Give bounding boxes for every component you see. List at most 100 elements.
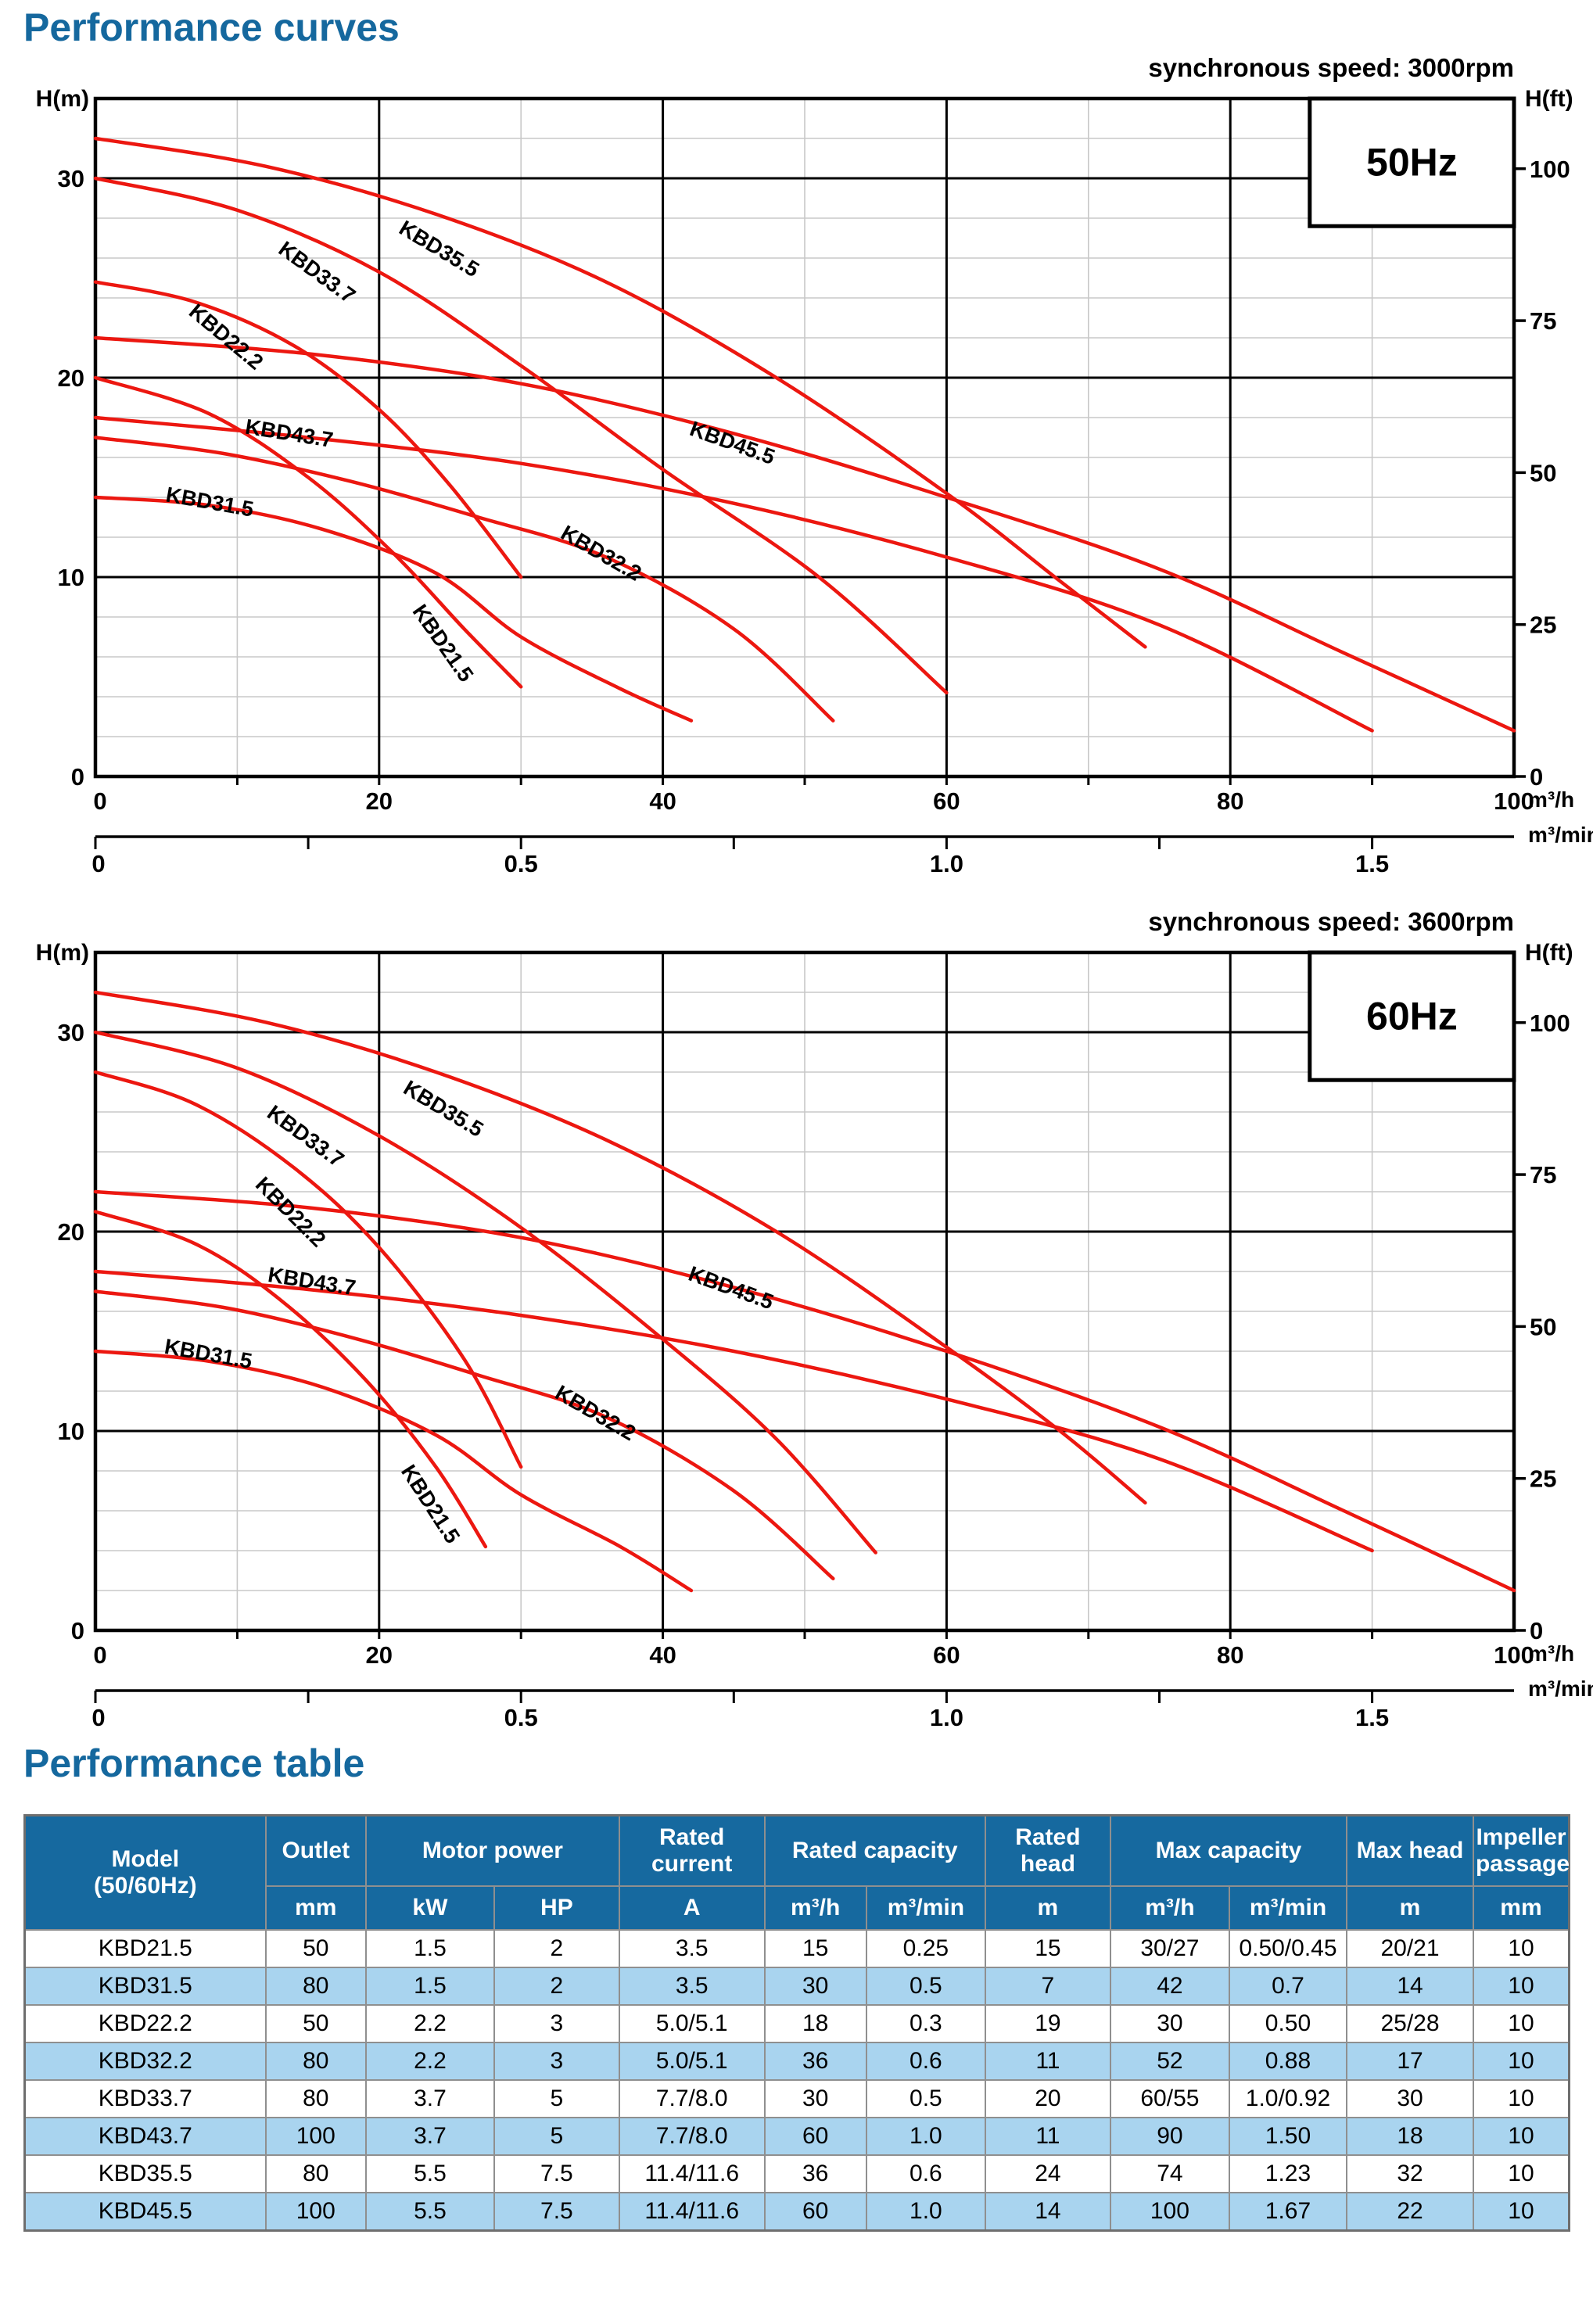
value-cell: 42: [1109, 1967, 1230, 2006]
x-tick-label: 0: [93, 787, 106, 815]
col-unit-header: A: [618, 1885, 766, 1931]
model-cell: KBD35.5: [23, 2154, 267, 2193]
x-tick-label: 80: [1217, 787, 1243, 815]
value-cell: 0.5: [865, 1967, 986, 2006]
model-cell: KBD32.2: [23, 2042, 267, 2081]
value-cell: 10: [1472, 2042, 1570, 2081]
value-cell: 10: [1472, 1967, 1570, 2006]
value-cell: 18: [763, 2004, 867, 2043]
value-cell: 1.0/0.92: [1228, 2079, 1348, 2118]
value-cell: 1.0: [865, 2117, 986, 2156]
value-cell: 17: [1346, 2042, 1474, 2081]
curve-KBD21.5: [93, 1210, 488, 1549]
chart-60hz: synchronous speed: 3600rpm 60Hz KBD35.5 KBD…: [0, 885, 1593, 1777]
value-cell: 3: [493, 2042, 620, 2081]
curve-label-KBD32.2: KBD32.2: [557, 520, 645, 585]
value-cell: 2.2: [364, 2042, 495, 2081]
value-cell: 5.0/5.1: [618, 2042, 766, 2081]
y-axis-label: H(m): [36, 86, 89, 112]
hz-badge-box: [1308, 950, 1516, 1082]
table-title: Performance table: [23, 1741, 365, 1785]
value-cell: 30: [1109, 2004, 1230, 2043]
value-cell: 80: [264, 2154, 367, 2193]
value-cell: 11: [984, 2042, 1111, 2081]
x-tick-label: 20: [366, 1641, 393, 1669]
value-cell: 5.0/5.1: [618, 2004, 766, 2043]
col-group-header: Rated head: [984, 1814, 1111, 1887]
table-row-KBD33.7: KBD33.7 80 3.7 5 7.7/8.0 30 0.5 20 60/55 1.0/0.92…: [23, 2079, 1570, 2118]
col-group-header: Rated current: [618, 1814, 766, 1887]
table-row-KBD31.5: KBD31.5 80 1.5 2 3.5 30 0.5 7 42 0.7 14 10: [23, 1967, 1570, 2006]
right-tick-label: 75: [1530, 307, 1556, 335]
value-cell: 80: [264, 2079, 367, 2118]
value-cell: 24: [984, 2154, 1111, 2193]
x-tick-label: 40: [649, 1641, 676, 1669]
curve-label-KBD31.5: KBD31.5: [164, 482, 256, 521]
value-cell: 74: [1109, 2154, 1230, 2193]
value-cell: 36: [763, 2154, 867, 2193]
value-cell: 1.67: [1228, 2192, 1348, 2232]
value-cell: 0.25: [865, 1929, 986, 1968]
value-cell: 22: [1346, 2192, 1474, 2232]
value-cell: 19: [984, 2004, 1111, 2043]
right-tick-label: 25: [1530, 1465, 1556, 1493]
value-cell: 3.7: [364, 2079, 495, 2118]
y-axis-label: H(m): [36, 940, 89, 966]
secondary-tick-label: 0: [91, 850, 105, 877]
curve-KBD32.2: [93, 1289, 835, 1580]
hz-badge-label: 50Hz: [1366, 141, 1458, 185]
col-unit-header: HP: [493, 1885, 620, 1931]
value-cell: 0.6: [865, 2154, 986, 2193]
curve-label-KBD33.7: KBD33.7: [274, 236, 361, 308]
value-cell: 1.0: [865, 2192, 986, 2232]
col-unit-header: m: [1346, 1885, 1474, 1931]
right-tick-label: 25: [1530, 611, 1556, 639]
value-cell: 0.5: [865, 2079, 986, 2118]
x-tick-label: 20: [366, 787, 393, 815]
model-cell: KBD21.5: [23, 1929, 267, 1968]
performance-table-wrap: Model (50/60Hz) Outlet Motor power Rated cur…: [23, 1814, 1570, 2232]
table-row-KBD32.2: KBD32.2 80 2.2 3 5.0/5.1 36 0.6 11 52 0.88 17 10: [23, 2042, 1570, 2081]
x-unit-secondary: m³/min: [1528, 823, 1593, 847]
col-group-header: Rated capacity: [763, 1814, 986, 1887]
value-cell: 2: [493, 1967, 620, 2006]
page-title: Performance curves: [23, 5, 400, 49]
secondary-tick-label: 1.0: [930, 1704, 963, 1731]
value-cell: 1.50: [1228, 2117, 1348, 2156]
col-unit-header: m: [984, 1885, 1111, 1931]
value-cell: 1.5: [364, 1929, 495, 1968]
value-cell: 2.2: [364, 2004, 495, 2043]
model-cell: KBD22.2: [23, 2004, 267, 2043]
value-cell: 90: [1109, 2117, 1230, 2156]
curve-KBD43.7: [93, 1269, 1374, 1553]
value-cell: 100: [264, 2117, 367, 2156]
model-cell: KBD45.5: [23, 2192, 267, 2232]
value-cell: 3.7: [364, 2117, 495, 2156]
right-tick-label: 0: [1530, 1617, 1543, 1644]
curve-KBD32.2: [93, 436, 835, 723]
table-row-KBD45.5: KBD45.5 100 5.5 7.5 11.4/11.6 60 1.0 14 100 1.67 2…: [23, 2192, 1570, 2232]
hz-badge-label: 60Hz: [1366, 995, 1458, 1038]
col-unit-header: mm: [1472, 1885, 1570, 1931]
secondary-tick-label: 0.5: [504, 850, 538, 877]
right-tick-label: 50: [1530, 1313, 1556, 1340]
curve-label-KBD43.7: KBD43.7: [267, 1262, 358, 1300]
curve-label-KBD22.2: KBD22.2: [251, 1172, 331, 1252]
y-tick-label: 30: [58, 165, 84, 192]
value-cell: 0.50/0.45: [1228, 1929, 1348, 1968]
value-cell: 2: [493, 1929, 620, 1968]
curve-label-KBD45.5: KBD45.5: [687, 416, 778, 469]
right-tick-label: 75: [1530, 1161, 1556, 1189]
curve-KBD43.7: [93, 415, 1374, 733]
curve-KBD45.5: [93, 335, 1516, 733]
chart-title-50hz: synchronous speed: 3000rpm: [1148, 53, 1514, 82]
chart-50hz: synchronous speed: 3000rpm 50Hz KBD35.5 KBD…: [0, 31, 1593, 923]
curve-KBD33.7: [93, 1030, 877, 1555]
value-cell: 11.4/11.6: [618, 2154, 766, 2193]
value-cell: 1.23: [1228, 2154, 1348, 2193]
x-tick-label: 0: [93, 1641, 106, 1669]
col-unit-header: mm: [264, 1885, 367, 1931]
value-cell: 25/28: [1346, 2004, 1474, 2043]
value-cell: 3.5: [618, 1967, 766, 2006]
